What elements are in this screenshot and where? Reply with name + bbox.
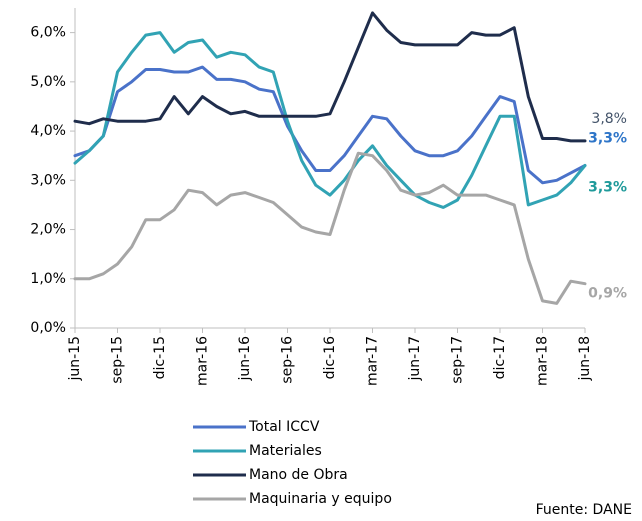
y-tick-label: 3,0% [30,172,66,188]
x-tick-label: dic-16 [322,336,338,379]
x-tick-label: jun-15 [67,336,83,382]
x-tick-label: jun-18 [577,336,593,382]
x-tick-label: mar-17 [365,336,381,386]
x-tick-label: jun-17 [407,336,423,382]
series-line [73,151,587,305]
y-tick-label: 0,0% [30,320,66,336]
source: Fuente: DANE [536,502,632,518]
x-tick-label: sep-15 [110,336,126,384]
x-tick-label: sep-16 [280,336,296,384]
value-label: 3,8% [591,111,627,127]
y-tick-label: 5,0% [30,74,66,90]
series-line [73,31,587,209]
legend-label: Maquinaria y equipo [249,491,392,507]
x-tick-label: mar-16 [195,336,211,386]
x-tick-label: jun-16 [237,336,253,382]
series-line [73,65,587,185]
value-label: 3,3% [588,131,627,147]
x-tick-label: dic-17 [492,336,508,379]
value-label: 3,3% [588,180,627,196]
legend-label: Materiales [249,443,322,459]
y-tick-label: 6,0% [30,25,66,41]
x-tick-label: dic-15 [152,336,168,379]
y-tick-label: 4,0% [30,123,66,139]
legend-label: Mano de Obra [249,467,348,483]
y-tick-label: 2,0% [30,222,66,238]
value-label: 0,9% [588,286,627,302]
x-tick-label: mar-18 [535,336,551,386]
series-line [73,11,587,143]
x-tick-label: sep-17 [450,336,466,384]
y-tick-label: 1,0% [30,271,66,287]
legend-label: Total ICCV [248,419,320,435]
